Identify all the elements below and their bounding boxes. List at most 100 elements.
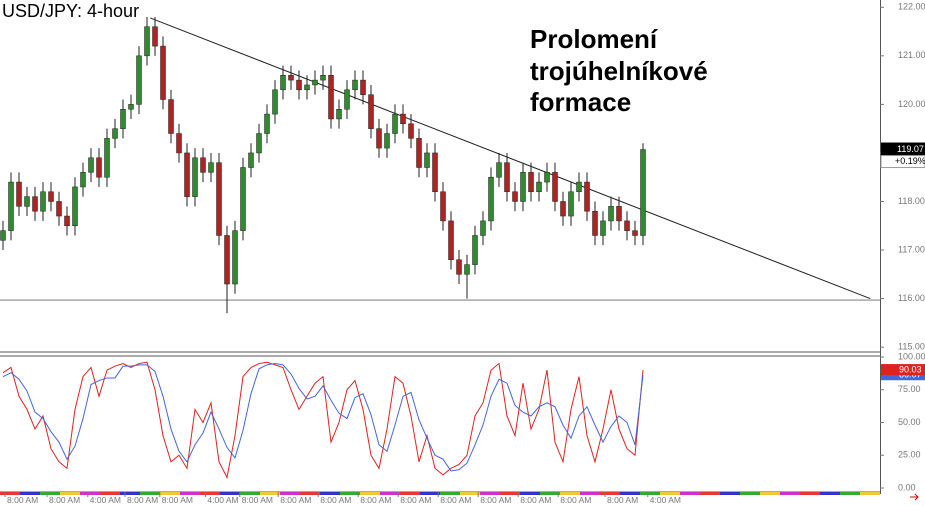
strip-segment <box>560 492 580 495</box>
candle-body <box>240 167 246 231</box>
candle-body <box>112 128 118 139</box>
strip-segment <box>360 492 380 495</box>
y-tick-label: 120.00 <box>898 99 925 109</box>
candle-body <box>160 45 166 100</box>
candle-body <box>200 157 206 173</box>
candle-body <box>152 26 158 47</box>
candle-body <box>336 108 342 120</box>
strip-segment <box>40 492 60 495</box>
candle-body <box>224 235 230 285</box>
x-tick-label: 8:00 AM <box>162 495 193 505</box>
x-tick-label: 8:00 AM <box>607 495 638 505</box>
candle-body <box>368 94 374 129</box>
x-tick-label: 4:00 AM <box>650 495 681 505</box>
strip-segment <box>280 492 300 495</box>
strip-segment <box>460 492 480 495</box>
strip-segment <box>100 492 120 495</box>
candle-body <box>176 133 182 154</box>
candle-body <box>264 113 270 134</box>
strip-segment <box>480 492 500 495</box>
candle-body <box>472 235 478 265</box>
candle-body <box>376 128 382 149</box>
strip-segment <box>680 492 700 495</box>
candle-body <box>328 75 334 120</box>
x-tick-label: 8:00 AM <box>520 495 551 505</box>
oscillator-value-label: 90.03 <box>899 364 922 374</box>
strip-segment <box>120 492 140 495</box>
x-tick-label: 8:00 AM <box>49 495 80 505</box>
y-tick-label: 100.00 <box>898 351 925 361</box>
scroll-icon[interactable] <box>910 493 919 501</box>
annotation: trojúhelníkové <box>530 56 708 86</box>
candle-body <box>320 75 326 81</box>
candle-body <box>448 220 454 261</box>
x-tick-label: 8:00 AM <box>560 495 591 505</box>
oscillator-line <box>2 363 644 472</box>
candle-body <box>520 172 526 202</box>
candle-body <box>552 172 558 202</box>
strip-segment <box>660 492 680 495</box>
candle-body <box>344 89 350 110</box>
candle-body <box>256 133 262 154</box>
candle-body <box>56 201 62 217</box>
y-tick-label: 50.00 <box>898 417 921 427</box>
candle-body <box>432 152 438 193</box>
chart-title: USD/JPY: 4-hour <box>2 1 139 21</box>
candle-body <box>232 230 238 285</box>
strip-segment <box>140 492 160 495</box>
strip-segment <box>400 492 420 495</box>
candle-body <box>408 123 414 139</box>
candle-body <box>392 113 398 134</box>
candle-body <box>440 191 446 222</box>
candle-body <box>208 162 214 173</box>
strip-segment <box>780 492 800 495</box>
candle-body <box>136 55 142 105</box>
annotation: formace <box>530 87 631 117</box>
x-tick-label: 8:00 AM <box>280 495 311 505</box>
candle-body <box>32 196 38 212</box>
candle-body <box>288 75 294 81</box>
last-price-box <box>881 142 925 156</box>
x-tick-label: 8:00 AM <box>7 495 38 505</box>
candle-body <box>512 191 518 202</box>
strip-segment <box>320 492 340 495</box>
y-tick-label: 116.00 <box>898 293 925 303</box>
change-label: +0.19% <box>895 156 925 166</box>
y-tick-label: 121.00 <box>898 50 925 60</box>
strip-segment <box>420 492 440 495</box>
candle-body <box>352 79 358 91</box>
candle-body <box>584 181 590 212</box>
x-tick-label: 8:00 AM <box>127 495 158 505</box>
candle-body <box>400 113 406 125</box>
strip-segment <box>700 492 720 495</box>
candle-body <box>64 215 70 227</box>
strip-segment <box>260 492 280 495</box>
candle-body <box>0 230 6 241</box>
strip-segment <box>860 492 880 495</box>
x-tick-label: 8:00 AM <box>440 495 471 505</box>
strip-segment <box>800 492 820 495</box>
strip-segment <box>220 492 240 495</box>
candle-body <box>24 196 30 207</box>
candle-body <box>104 138 110 178</box>
strip-segment <box>300 492 320 495</box>
candle-body <box>464 264 470 275</box>
candle-body <box>384 133 390 149</box>
candle-body <box>576 181 582 193</box>
candle-body <box>424 152 430 168</box>
x-tick-label: 8:00 AM <box>360 495 391 505</box>
candle-body <box>192 157 198 197</box>
candle-body <box>416 138 422 168</box>
candle-body <box>72 186 78 227</box>
candle-body <box>184 152 190 197</box>
candle-body <box>560 201 566 217</box>
strip-segment <box>380 492 400 495</box>
candle-body <box>120 108 126 129</box>
candle-body <box>40 191 46 212</box>
candle-body <box>280 75 286 91</box>
session-strip <box>0 492 880 495</box>
strip-segment <box>500 492 520 495</box>
candle-body <box>80 172 86 188</box>
